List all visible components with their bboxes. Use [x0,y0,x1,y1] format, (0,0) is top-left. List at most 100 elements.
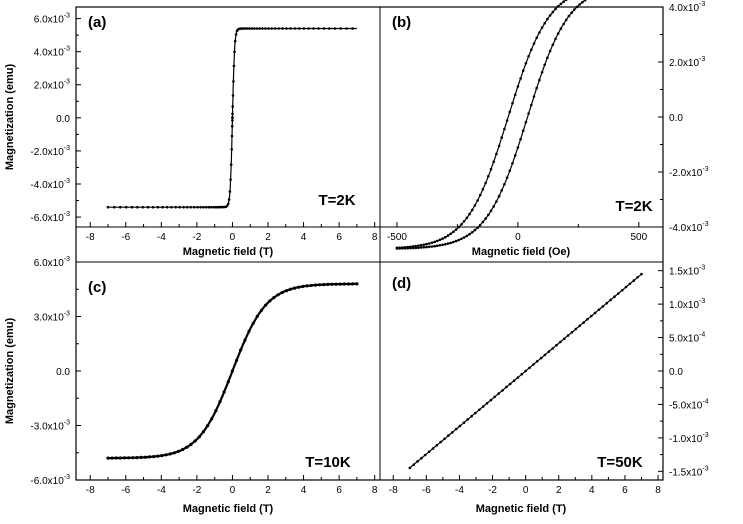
x-tick-label: 2 [265,485,271,496]
y-tick-label: 1.0x10-3 [669,298,705,311]
data-point [214,205,218,209]
x-axis-label-a: Magnetic field (T) [183,246,274,258]
x-tick-label: 0 [230,232,236,243]
data-point [422,243,426,246]
x-tick-label: -2 [488,485,497,496]
data-point [551,43,555,47]
data-point [264,303,268,307]
data-point [527,112,530,115]
data-point [151,205,155,209]
x-tick-label: 4 [589,485,595,496]
data-point [538,31,541,34]
x-tick-label: 500 [630,232,647,243]
panel-c: -8 -6 -4 -2 0 2 4 6 8 -6.0x10-3 -3.0x10-3 0.0 3.0x10… [4,256,378,515]
data-point [207,205,211,209]
data-point [347,282,351,286]
data-point [508,169,512,172]
data-point [196,205,199,209]
data-point [582,321,585,324]
data-point [280,290,284,295]
data-point [227,198,231,201]
data-point [460,223,463,226]
x-tick-label: -6 [121,232,130,243]
data-point [570,11,573,14]
x-tick-label: -4 [455,485,464,496]
data-point [457,238,461,242]
data-point [264,27,267,30]
data-point [146,205,150,209]
data-point [333,27,337,30]
data-point [470,208,474,212]
data-point [605,301,608,305]
data-point [451,431,454,434]
data-point [156,205,160,209]
data-point [189,442,193,446]
y-tick-label: 0.0 [669,113,683,124]
data-point [255,314,259,318]
data-point [546,17,549,21]
data-point [152,455,156,459]
y-tick-label: -6.0x10-3 [30,474,70,487]
data-point [540,71,544,74]
data-point [164,453,168,457]
data-point [554,37,557,41]
data-point [412,463,416,467]
data-point [478,223,482,227]
x-tick-label: 6 [336,485,342,496]
data-point [470,414,473,418]
data-point [205,205,208,209]
data-point [242,27,246,30]
data-point [210,205,213,209]
data-point [112,205,116,209]
x-tick-label: -8 [86,485,95,496]
y-axis-label-a: Magnetization (emu) [4,64,16,171]
data-point [411,245,415,248]
data-point [481,220,485,224]
data-point [181,447,185,452]
data-point [141,205,145,209]
data-point [460,237,463,241]
data-point [508,382,512,386]
data-point [161,205,164,209]
data-point [551,10,555,14]
data-point [233,39,237,43]
data-point [444,243,447,246]
x-tick-label: -6 [422,485,431,496]
data-point [288,287,293,291]
y-tick-label: 3.0x10-3 [34,311,70,324]
panel-b: -500 0 500 -4.0x10-3 -2.0x10-3 0.0 2.0x10-3 4.0… [387,0,709,258]
data-point [226,202,230,206]
data-point [197,435,201,439]
data-point [326,282,330,286]
data-point [422,246,426,249]
data-point [462,421,466,425]
data-point [446,234,450,237]
data-point [527,55,530,58]
data-point [519,77,522,80]
data-point [547,350,551,353]
data-point [492,160,496,163]
data-point [473,228,477,232]
data-point [114,456,118,460]
data-point [302,27,306,30]
y-tick-label: 0.0 [56,114,70,125]
data-point [351,27,355,30]
data-point [468,212,471,216]
data-point [452,240,455,244]
data-point [430,241,434,244]
y-tick-label: -2.0x10-3 [669,166,709,179]
data-point [489,398,493,402]
series-line-b-0 [396,0,587,250]
x-tick-label: 8 [372,232,378,243]
x-tick-label: 4 [301,232,307,243]
data-point [293,27,297,30]
data-point [435,444,439,447]
data-point [520,372,524,376]
data-point [590,314,593,318]
y-tick-label: 0.0 [669,367,683,378]
x-tick-label: -500 [387,232,407,243]
data-point [559,2,563,6]
data-point [430,245,434,248]
data-point [225,204,229,208]
data-point [136,205,139,209]
